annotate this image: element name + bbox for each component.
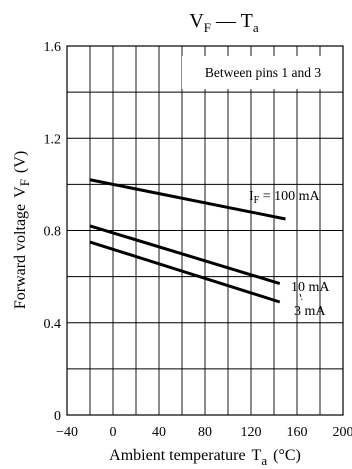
- x-tick-label: −40: [56, 425, 78, 440]
- x-axis-label: Ambient temperature Ta (°C): [109, 447, 301, 468]
- x-tick-label: 40: [152, 425, 166, 440]
- y-tick-label: 0.4: [44, 317, 62, 332]
- series-line: [89, 240, 281, 304]
- series-label: 10 mA: [291, 280, 330, 295]
- series-label: 3 mA: [294, 304, 326, 319]
- note-box: [182, 56, 340, 89]
- series-line: [89, 178, 286, 221]
- chart-title: VF — Ta: [189, 10, 259, 35]
- label-leader: [299, 293, 303, 301]
- x-tick-label: 160: [287, 425, 308, 440]
- x-tick-label: 0: [110, 425, 117, 440]
- plot-frame: [66, 45, 344, 416]
- pins-note: Between pins 1 and 3: [205, 65, 321, 80]
- y-tick-label: 1.6: [44, 40, 62, 55]
- series-line: [89, 224, 281, 285]
- x-tick-label: 80: [198, 425, 212, 440]
- y-tick-label: 0: [54, 409, 61, 424]
- y-axis-label: Forward voltageVF(V): [12, 151, 32, 309]
- y-tick-label: 0.8: [44, 225, 62, 240]
- y-tick-label: 1.2: [44, 132, 62, 147]
- series-label: IF = 100 mA: [249, 189, 321, 206]
- x-tick-label: 200: [333, 425, 352, 440]
- x-tick-label: 120: [241, 425, 262, 440]
